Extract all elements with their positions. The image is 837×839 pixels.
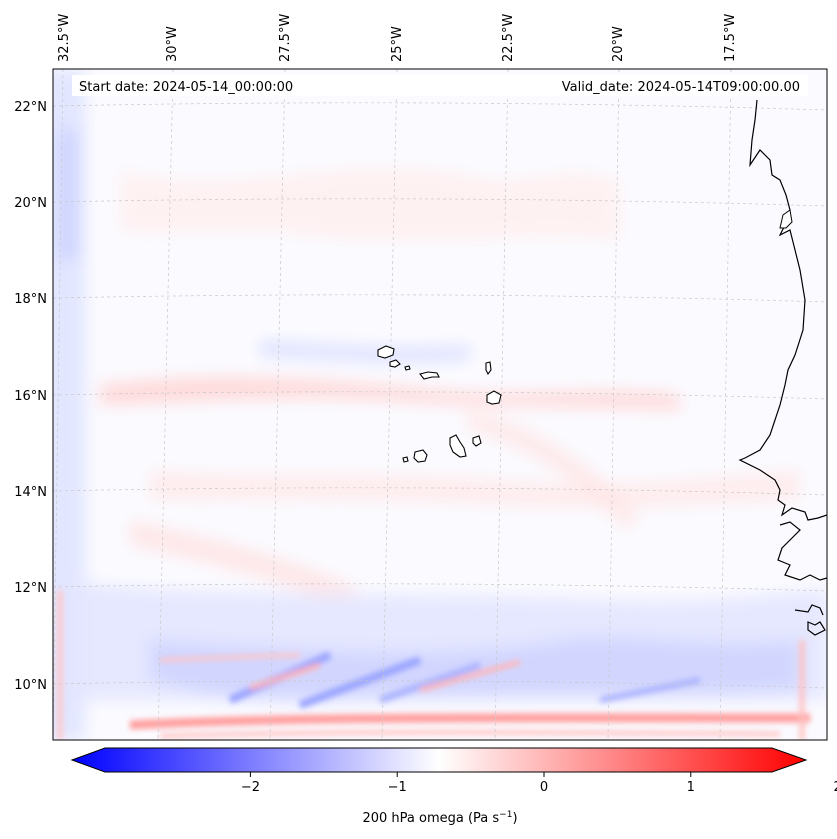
island-boa-vista — [486, 390, 502, 405]
gridline-lat-10n — [53, 680, 827, 689]
island-sao-nicolau — [419, 371, 440, 380]
gridline-lon-32-5w — [53, 69, 64, 740]
omega-fine-bands — [57, 590, 811, 740]
date-header-strip — [72, 75, 808, 96]
island-sal — [485, 361, 492, 376]
gridline-lat-16n — [53, 391, 827, 400]
colorbar-label: 200 hPa omega (Pa s−1) — [362, 810, 517, 826]
omega-smooth-patterns — [53, 70, 827, 740]
colorbar-tick-label: 1 — [687, 780, 695, 795]
omega-field — [53, 69, 827, 740]
gridline-lat-22n — [53, 102, 827, 111]
start-date-label: Start date: 2024-05-14_00:00:00 — [79, 80, 293, 95]
lon-label-22-5w: 22.5°W — [501, 14, 516, 62]
gridline-lon-27-5w — [269, 69, 286, 740]
colorbar-ticks: −2 −1 0 1 2 — [241, 772, 837, 795]
island-maio — [472, 435, 482, 447]
gridlines — [53, 69, 827, 740]
colorbar-tick-label: −1 — [388, 780, 407, 795]
latitude-labels: 22°N 20°N 18°N 16°N 14°N 12°N 10°N — [14, 100, 47, 693]
gridline-lon-17-5w — [719, 69, 732, 740]
gridline-lon-22-5w — [494, 69, 509, 740]
map-frame — [52, 68, 828, 741]
gridline-lat-14n — [53, 487, 827, 496]
valid-date-label: Valid_date: 2024-05-14T09:00:00.00 — [562, 80, 800, 95]
colorbar-body — [70, 747, 808, 773]
cape-verde-islands — [377, 345, 502, 463]
island-santo-antao — [377, 345, 395, 359]
lon-label-17-5w: 17.5°W — [723, 14, 738, 62]
lat-label-22n: 22°N — [14, 100, 47, 115]
longitude-labels: 32.5°W 30°W 27.5°W 25°W 22.5°W 20°W 17.5… — [57, 14, 738, 62]
lat-label-10n: 10°N — [14, 678, 47, 693]
gridline-lon-25w — [381, 69, 398, 740]
map-panel: Start date: 2024-05-14_00:00:00 Valid_da… — [52, 68, 828, 741]
lon-label-25w: 25°W — [390, 26, 405, 62]
lat-label-12n: 12°N — [14, 581, 47, 596]
island-fogo — [413, 449, 428, 463]
island-sao-vicente — [389, 359, 401, 368]
island-brava — [402, 456, 409, 463]
lat-label-16n: 16°N — [14, 389, 47, 404]
lon-label-20w: 20°W — [611, 26, 626, 62]
gridline-lat-20n — [53, 198, 827, 207]
lon-label-30w: 30°W — [165, 26, 180, 62]
lat-label-18n: 18°N — [14, 292, 47, 307]
lon-label-27-5w: 27.5°W — [278, 14, 293, 62]
colorbar-tick-label: 0 — [540, 780, 548, 795]
colorbar-tick-label: −2 — [241, 780, 260, 795]
colorbar-tick-label: 2 — [833, 780, 837, 795]
coastline-west-africa — [738, 99, 827, 636]
coastline-island-gorée — [779, 209, 793, 229]
lat-label-20n: 20°N — [14, 196, 47, 211]
island-santiago — [449, 434, 467, 458]
gridline-lat-18n — [53, 294, 827, 303]
gridline-lat-12n — [53, 583, 827, 592]
colorbar: −2 −1 0 1 2 200 hPa omega (Pa s−1) — [70, 747, 837, 826]
lat-label-14n: 14°N — [14, 485, 47, 500]
lon-label-32-5w: 32.5°W — [57, 14, 72, 62]
gridline-lon-20w — [607, 69, 620, 740]
gridline-lon-30w — [157, 69, 174, 740]
island-santa-luzia — [404, 365, 411, 371]
